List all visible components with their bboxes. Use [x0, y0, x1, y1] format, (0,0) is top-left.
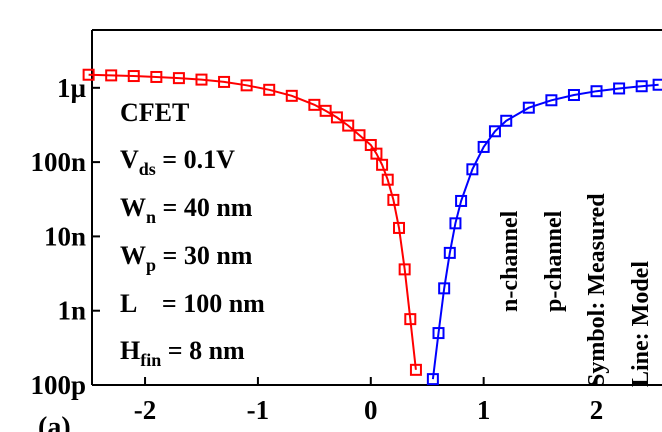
marker	[613, 82, 626, 95]
panel-label: (a)	[38, 412, 71, 432]
x-tick-label: 2	[590, 395, 604, 425]
marker	[342, 119, 355, 132]
marker	[466, 163, 479, 176]
marker	[500, 114, 513, 127]
marker	[370, 147, 383, 160]
marker	[432, 327, 445, 340]
marker	[398, 263, 411, 276]
marker	[330, 111, 343, 124]
y-tick-label: 10n	[44, 221, 86, 251]
marker	[308, 98, 321, 111]
annotation-sub: fin	[140, 350, 161, 370]
y-tick-label: 100p	[30, 370, 86, 400]
marker	[150, 70, 163, 83]
annotation: CFET	[120, 98, 189, 127]
marker	[590, 85, 603, 98]
marker	[105, 69, 118, 82]
marker	[652, 78, 662, 91]
marker	[545, 94, 558, 107]
annotation-text: W	[120, 193, 146, 222]
marker	[443, 246, 456, 259]
marker	[567, 89, 580, 102]
annotation-text: = 0.1V	[156, 145, 235, 174]
marker	[522, 101, 535, 114]
annotation-sub: n	[146, 207, 156, 227]
annotation-text: = 8 nm	[161, 336, 245, 365]
marker	[319, 104, 332, 117]
marker	[172, 72, 185, 85]
marker	[387, 193, 400, 206]
x-tick-label: -2	[134, 395, 157, 425]
marker	[477, 140, 490, 153]
x-tick-label: 0	[364, 395, 378, 425]
y-tick-label: 1µ	[57, 73, 87, 103]
annotation: L = 100 nm	[120, 289, 265, 318]
marker	[409, 363, 422, 376]
marker	[393, 221, 406, 234]
marker	[285, 89, 298, 102]
annotation: Wp = 30 nm	[120, 241, 253, 275]
annotation-sub: ds	[139, 159, 156, 179]
annotation-sub: p	[146, 255, 156, 275]
annotation-text: CFET	[120, 98, 189, 127]
annotation-text: V	[120, 145, 139, 174]
marker	[404, 313, 417, 326]
x-tick-label: -1	[247, 395, 270, 425]
annotation: Hfin = 8 nm	[120, 336, 245, 370]
y-tick-label: 100n	[30, 147, 86, 177]
marker	[455, 194, 468, 207]
marker	[438, 282, 451, 295]
annotation-text: L = 100 nm	[120, 289, 265, 318]
model-line	[431, 83, 659, 380]
x-tick-label: 1	[477, 395, 491, 425]
marker	[426, 373, 439, 386]
vertical-label: p-channel	[541, 210, 567, 312]
annotation-text: = 30 nm	[156, 241, 253, 270]
annotation: Wn = 40 nm	[120, 193, 253, 227]
marker	[218, 75, 231, 88]
marker	[195, 73, 208, 86]
vertical-label: Line: Model	[628, 261, 654, 387]
vertical-label: Symbol: Measured	[584, 193, 610, 387]
marker	[635, 80, 648, 93]
vertical-label: n-channel	[497, 210, 523, 312]
annotation-text: H	[120, 336, 140, 365]
y-tick-label: 1n	[57, 296, 86, 326]
marker	[82, 68, 95, 81]
marker	[381, 173, 394, 186]
marker	[376, 158, 389, 171]
marker	[240, 79, 253, 92]
marker	[127, 70, 140, 83]
annotation-text: = 40 nm	[156, 193, 253, 222]
annotation: Vds = 0.1V	[120, 145, 235, 179]
annotation-text: W	[120, 241, 146, 270]
marker	[449, 217, 462, 230]
marker	[353, 129, 366, 142]
marker	[488, 125, 501, 138]
marker	[263, 83, 276, 96]
